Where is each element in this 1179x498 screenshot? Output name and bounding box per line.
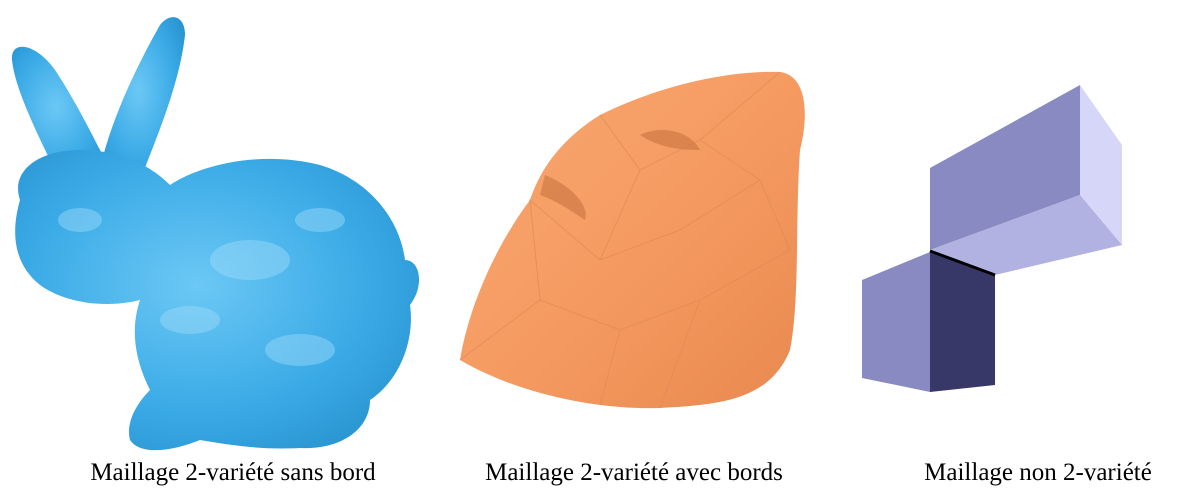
caption: Maillage 2-variété avec bords — [485, 459, 783, 486]
bunny-mesh — [11, 17, 420, 451]
bunny-highlights — [58, 208, 345, 366]
box-mesh — [862, 85, 1122, 392]
face-mesh — [459, 71, 805, 409]
caption: Maillage 2-variété sans bord — [90, 459, 376, 486]
caption: Maillage non 2-variété — [924, 459, 1152, 486]
